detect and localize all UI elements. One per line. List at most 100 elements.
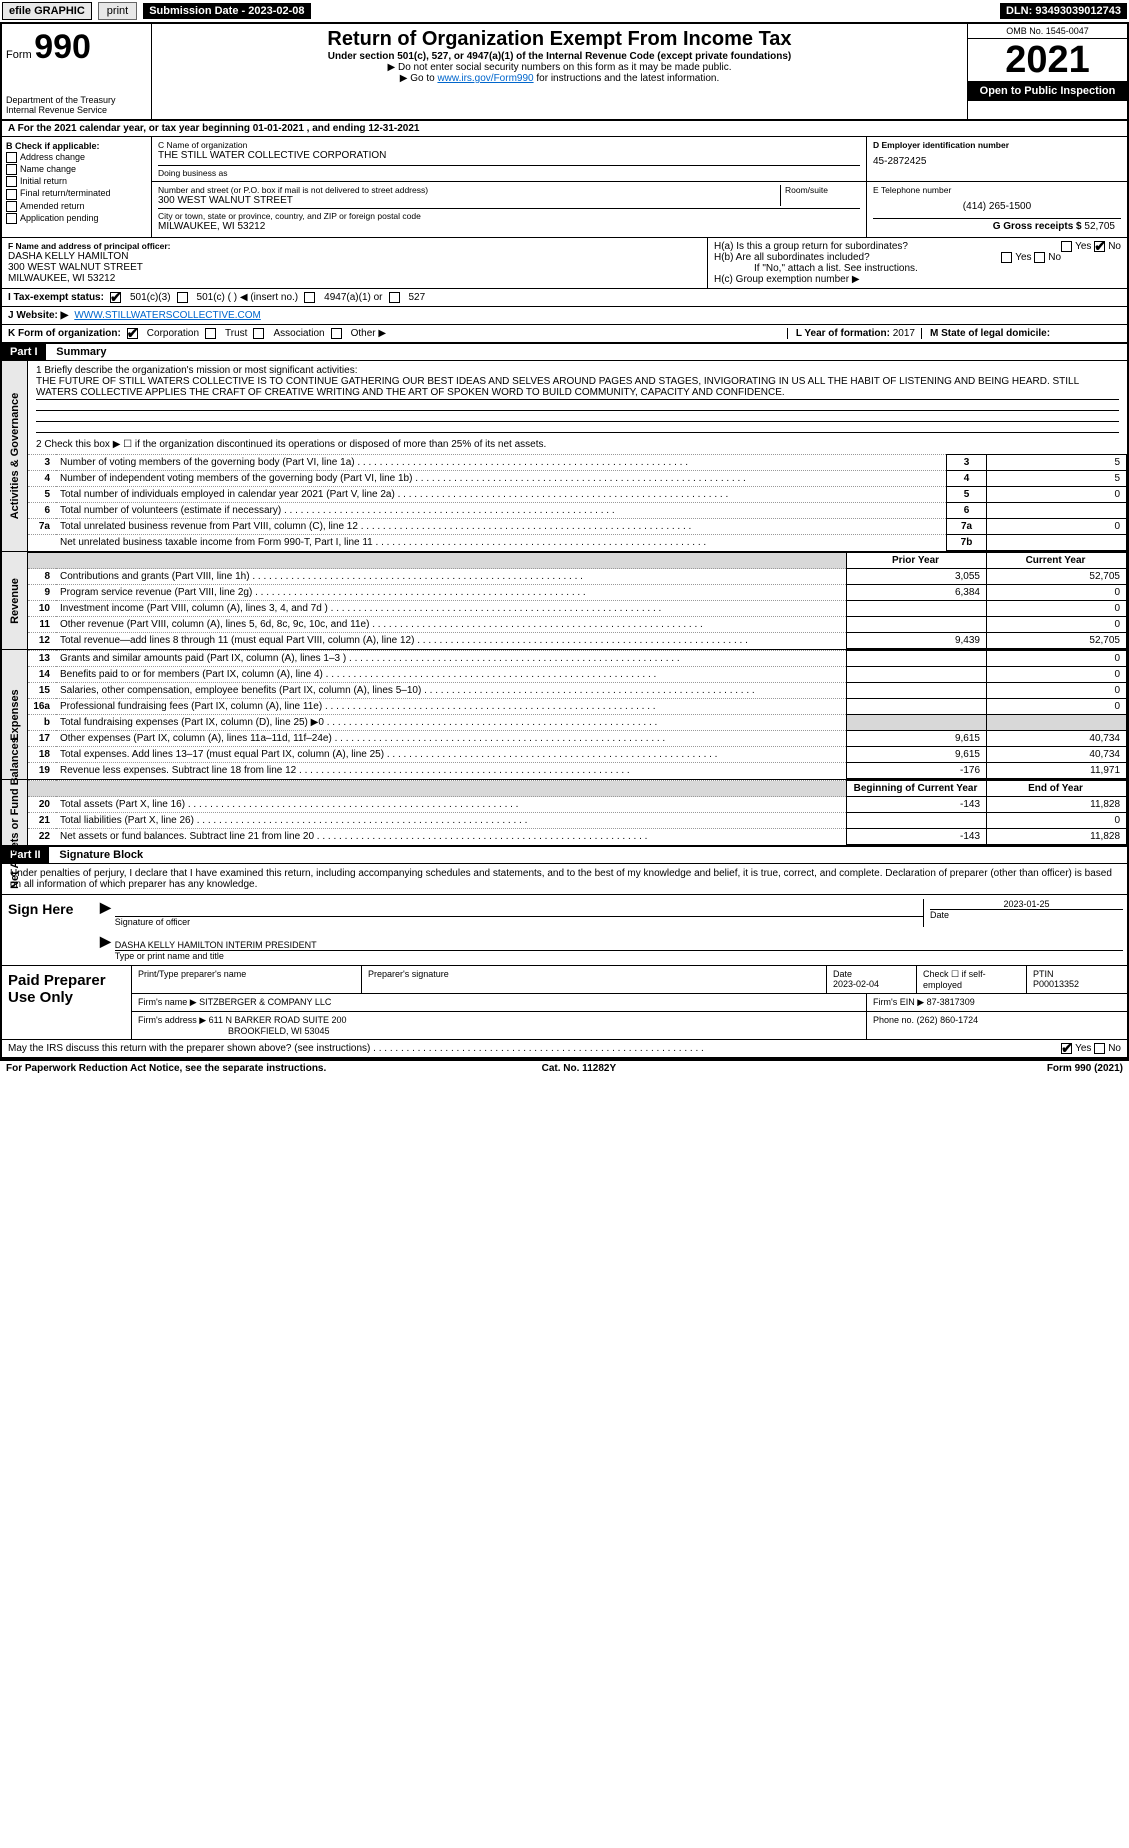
col-beginning: Beginning of Current Year [847, 781, 987, 797]
table-row: 4Number of independent voting members of… [28, 471, 1127, 487]
table-row: 14Benefits paid to or for members (Part … [28, 667, 1127, 683]
h-c: H(c) Group exemption number ▶ [714, 274, 1121, 285]
pra-notice: For Paperwork Reduction Act Notice, see … [6, 1063, 326, 1074]
chk-527[interactable] [389, 292, 400, 303]
officer-addr: 300 WEST WALNUT STREET [8, 262, 701, 273]
table-row: 5Total number of individuals employed in… [28, 487, 1127, 503]
note2-pre: ▶ Go to [400, 73, 438, 84]
chk-trust[interactable] [205, 328, 216, 339]
mission-block: 1 Briefly describe the organization's mi… [28, 361, 1127, 454]
year-formation: 2017 [893, 328, 915, 339]
row-fh: F Name and address of principal officer:… [2, 238, 1127, 289]
sign-here-row: Sign Here ▶ Signature of officer 2023-01… [2, 895, 1127, 966]
line-a-text: A For the 2021 calendar year, or tax yea… [8, 123, 419, 134]
paid-preparer-label: Paid Preparer Use Only [2, 966, 132, 1039]
table-row: 8Contributions and grants (Part VIII, li… [28, 569, 1127, 585]
sign-body: ▶ Signature of officer 2023-01-25 Date ▶… [92, 895, 1127, 965]
table-row: 20Total assets (Part X, line 16)-14311,8… [28, 797, 1127, 813]
chk-501c3[interactable] [110, 292, 121, 303]
table-row: 13Grants and similar amounts paid (Part … [28, 651, 1127, 667]
firm-addr: 611 N BARKER ROAD SUITE 200 [209, 1015, 347, 1025]
chk-assoc[interactable] [253, 328, 264, 339]
box-d: D Employer identification number 45-2872… [867, 137, 1127, 181]
chk-initial-return[interactable]: Initial return [6, 176, 147, 187]
form-prefix: Form [6, 49, 32, 61]
gross-receipts: 52,705 [1084, 221, 1115, 232]
dept-label: Department of the Treasury [6, 95, 147, 105]
table-row: 15Salaries, other compensation, employee… [28, 683, 1127, 699]
mission-text: THE FUTURE OF STILL WATERS COLLECTIVE IS… [36, 376, 1119, 400]
penalty-statement: Under penalties of perjury, I declare th… [2, 864, 1127, 895]
firm-ein-label: Firm's EIN ▶ [873, 997, 924, 1007]
q1-label: 1 Briefly describe the organization's mi… [36, 365, 1119, 376]
city-label: City or town, state or province, country… [158, 211, 860, 221]
box-f: F Name and address of principal officer:… [2, 238, 707, 288]
block-bcdeg: B Check if applicable: Address change Na… [2, 137, 1127, 238]
officer-city: MILWAUKEE, WI 53212 [8, 273, 701, 284]
expenses-table: 13Grants and similar amounts paid (Part … [28, 650, 1127, 779]
addr-label: Number and street (or P.O. box if mail i… [158, 185, 780, 195]
form-number: 990 [34, 28, 91, 66]
firm-addr-label: Firm's address ▶ [138, 1015, 206, 1025]
cat-no: Cat. No. 11282Y [542, 1063, 616, 1074]
chk-discuss-no[interactable] [1094, 1043, 1105, 1054]
form-subtitle: Under section 501(c), 527, or 4947(a)(1)… [156, 51, 963, 62]
chk-name-change[interactable]: Name change [6, 164, 147, 175]
chk-final-return[interactable]: Final return/terminated [6, 188, 147, 199]
top-bar: efile GRAPHIC print Submission Date - 20… [0, 0, 1129, 22]
box-g-label: G Gross receipts $ [993, 221, 1082, 232]
tab-net-assets: Net Assets or Fund Balances [2, 780, 28, 845]
arrow-icon: ▶ [96, 933, 115, 961]
officer-name: DASHA KELLY HAMILTON [8, 251, 701, 262]
col-current-year: Current Year [987, 553, 1127, 569]
type-name-label: Type or print name and title [115, 951, 1123, 961]
box-d-label: D Employer identification number [873, 140, 1009, 150]
website-link[interactable]: WWW.STILLWATERSCOLLECTIVE.COM [74, 310, 261, 321]
box-b: B Check if applicable: Address change Na… [2, 137, 152, 237]
line-klm: K Form of organization: Corporation Trus… [2, 325, 1127, 344]
room-label: Room/suite [785, 185, 860, 195]
part-2-header: Part II Signature Block [2, 847, 1127, 864]
chk-amended-return[interactable]: Amended return [6, 201, 147, 212]
tab-governance: Activities & Governance [2, 361, 28, 551]
officer-name-title: DASHA KELLY HAMILTON INTERIM PRESIDENT [115, 940, 317, 950]
submission-date: Submission Date - 2023-02-08 [143, 3, 310, 19]
prep-name-label: Print/Type preparer's name [132, 966, 362, 993]
section-governance: Activities & Governance 1 Briefly descri… [2, 361, 1127, 552]
chk-application-pending[interactable]: Application pending [6, 213, 147, 224]
address-box: Number and street (or P.O. box if mail i… [152, 182, 867, 237]
header-right: OMB No. 1545-0047 2021 Open to Public In… [967, 24, 1127, 119]
may-discuss-text: May the IRS discuss this return with the… [8, 1043, 370, 1054]
box-c-label: C Name of organization [158, 140, 860, 150]
chk-corp[interactable] [127, 328, 138, 339]
org-name: THE STILL WATER COLLECTIVE CORPORATION [158, 150, 860, 161]
ptin-val: P00013352 [1033, 979, 1079, 989]
box-h: H(a) Is this a group return for subordin… [707, 238, 1127, 288]
chk-501c[interactable] [177, 292, 188, 303]
chk-other[interactable] [331, 328, 342, 339]
prep-date-val: 2023-02-04 [833, 979, 879, 989]
self-employed-label: Check ☐ if self-employed [917, 966, 1027, 993]
phone-value: (414) 265-1500 [873, 195, 1121, 218]
arrow-icon: ▶ [96, 899, 115, 927]
may-discuss-row: May the IRS discuss this return with the… [2, 1040, 1127, 1059]
tax-year: 2021 [968, 39, 1127, 81]
h-b-note: If "No," attach a list. See instructions… [714, 263, 1121, 274]
form-note-2: ▶ Go to www.irs.gov/Form990 for instruct… [156, 73, 963, 84]
dba-label: Doing business as [158, 168, 860, 178]
box-e-label: E Telephone number [873, 185, 1121, 195]
chk-discuss-yes[interactable] [1061, 1043, 1072, 1054]
table-row: 16aProfessional fundraising fees (Part I… [28, 699, 1127, 715]
irs-link[interactable]: www.irs.gov/Form990 [437, 73, 533, 84]
city-state-zip: MILWAUKEE, WI 53212 [158, 221, 860, 232]
print-button[interactable]: print [98, 2, 137, 20]
line-l-label: L Year of formation: [796, 328, 890, 339]
ptin-label: PTIN [1033, 969, 1054, 979]
chk-address-change[interactable]: Address change [6, 152, 147, 163]
chk-4947[interactable] [304, 292, 315, 303]
street-address: 300 WEST WALNUT STREET [158, 195, 780, 206]
section-expenses: Expenses 13Grants and similar amounts pa… [2, 650, 1127, 780]
line-j-label: J Website: ▶ [8, 310, 68, 321]
table-row: 6Total number of volunteers (estimate if… [28, 503, 1127, 519]
revenue-header-row: Prior Year Current Year [28, 553, 1127, 569]
